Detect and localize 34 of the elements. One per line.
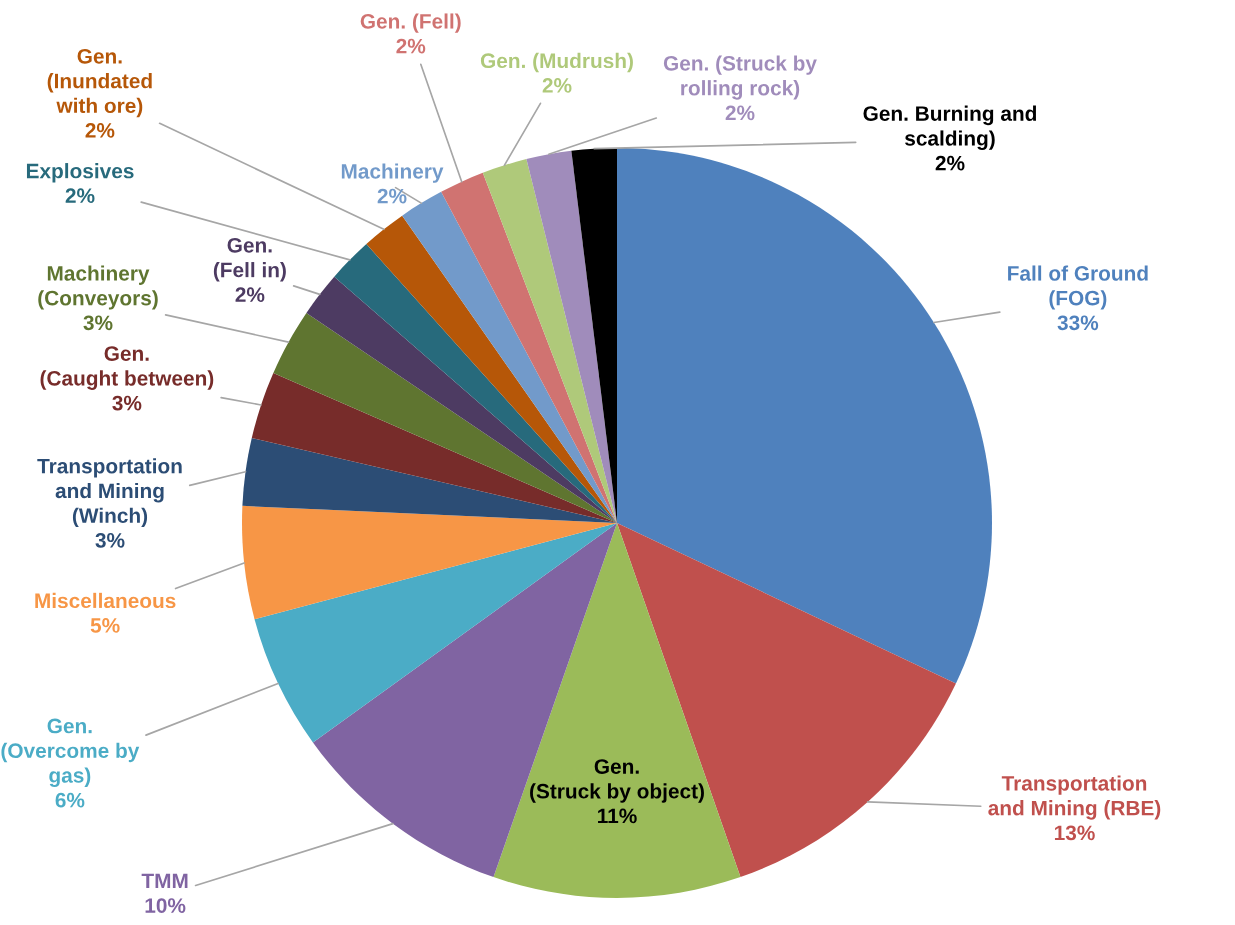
slice-label: Gen. (Mudrush) [480, 52, 633, 73]
slice-label: Transportation and Mining (Winch) [37, 458, 182, 528]
data-label: 3% [95, 532, 125, 548]
data-label: 2% [542, 78, 572, 93]
data-label: 6% [55, 792, 85, 808]
slice-label: Gen. (Overcome by gas) [1, 718, 140, 787]
slice-label: Gen. (Caught between) [40, 346, 214, 390]
slice-label: Explosives [26, 163, 134, 183]
data-label: 2% [377, 188, 407, 204]
slice-label: Gen. (Fell in) [213, 237, 286, 282]
slice-label: TMM [141, 873, 188, 889]
data-label: 2% [65, 188, 95, 204]
slice-label: Machinery [341, 163, 444, 183]
slice-label: Transportation and Mining (RBE) [988, 775, 1161, 820]
data-label: 2% [396, 38, 426, 54]
data-label: 3% [112, 395, 142, 411]
slice-label: Fall of Ground (FOG) [1008, 265, 1148, 310]
data-label: 13% [1054, 825, 1095, 841]
slice-label: Machinery (Conveyors) [38, 265, 158, 310]
slice-label: Gen. Burning and scalding) [863, 105, 1037, 150]
data-label: 3% [83, 315, 113, 331]
slice-label: Gen. (Struck by object) [530, 759, 704, 803]
data-label: 2% [935, 155, 965, 171]
slice-label: Gen. (Fell) [360, 13, 461, 33]
data-label: 10% [145, 898, 186, 913]
data-label: 5% [90, 618, 120, 633]
data-label: 33% [1057, 315, 1099, 331]
data-label: 2% [235, 287, 265, 302]
slice-label: Gen. (Struck by rolling rock) [663, 55, 817, 100]
slice-label: Miscellaneous [35, 592, 176, 609]
data-label: 2% [85, 123, 115, 138]
slice-label: Gen. (Inundated with ore) [47, 48, 152, 118]
data-label: 2% [725, 105, 755, 121]
data-label: 11% [598, 808, 637, 824]
